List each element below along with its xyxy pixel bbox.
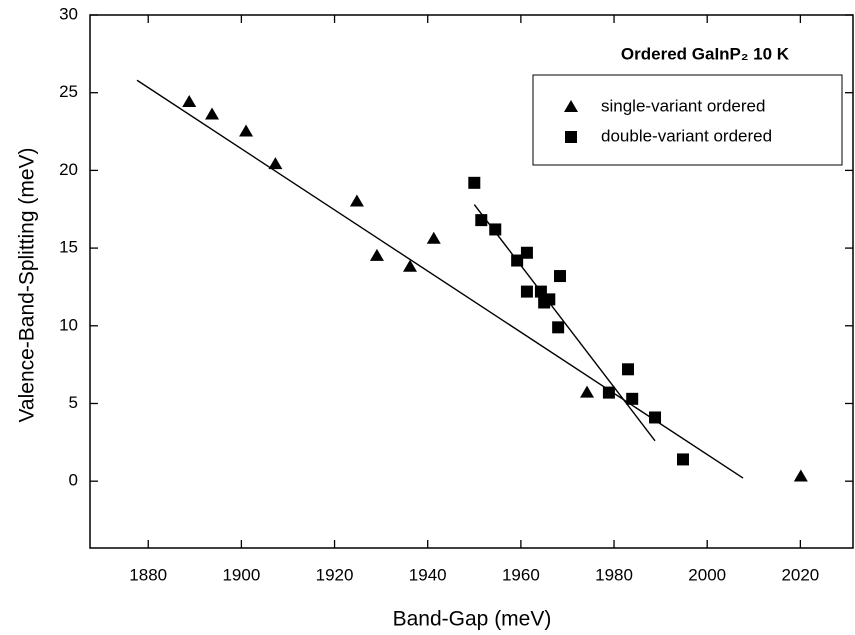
square-point [649,411,662,424]
fit-line [136,79,744,479]
x-tick-label: 2000 [688,565,726,584]
y-axis-label: Valence-Band-Splitting (meV) [16,147,39,422]
triangle-point [182,95,197,108]
square-point [554,270,567,283]
y-tick-label: 5 [69,393,78,412]
y-tick-label: 30 [59,4,78,23]
legend-marker [564,100,578,112]
square-point [520,285,533,298]
triangle-point [580,385,595,398]
y-tick-label: 20 [59,160,78,179]
y-tick-label: 25 [59,82,78,101]
triangle-point [268,157,283,170]
triangle-point [369,248,384,261]
fit-line [473,204,656,442]
triangle-point [403,259,418,272]
y-tick-label: 0 [69,471,78,490]
x-tick-label: 1920 [316,565,354,584]
annotation: Ordered GaInP₂ 10 K [621,44,790,63]
square-point [475,214,488,227]
square-point [520,246,533,259]
square-point [468,176,481,189]
square-point [489,223,502,236]
square-point [622,363,635,376]
square-point [626,392,639,405]
y-tick-label: 15 [59,238,78,257]
square-point [543,293,556,306]
square-point [602,386,615,399]
x-tick-label: 1880 [129,565,167,584]
y-tick-label: 10 [59,315,78,334]
legend-label: single-variant ordered [601,96,765,115]
x-axis-label: Band-Gap (meV) [393,608,552,631]
x-tick-label: 1940 [409,565,447,584]
triangle-point [793,469,808,482]
x-tick-label: 2020 [781,565,819,584]
square-point [552,321,565,334]
square-point [511,254,524,267]
triangle-point [239,124,254,137]
legend-label: double-variant ordered [601,126,772,145]
x-tick-label: 1900 [222,565,260,584]
triangle-point [349,194,364,207]
legend-marker [565,131,577,143]
legend-box [532,74,843,166]
x-tick-label: 1960 [502,565,540,584]
triangle-point [205,107,220,120]
triangle-point [426,231,441,244]
plot-frame [89,14,854,549]
square-point [676,453,689,466]
x-tick-label: 1980 [595,565,633,584]
